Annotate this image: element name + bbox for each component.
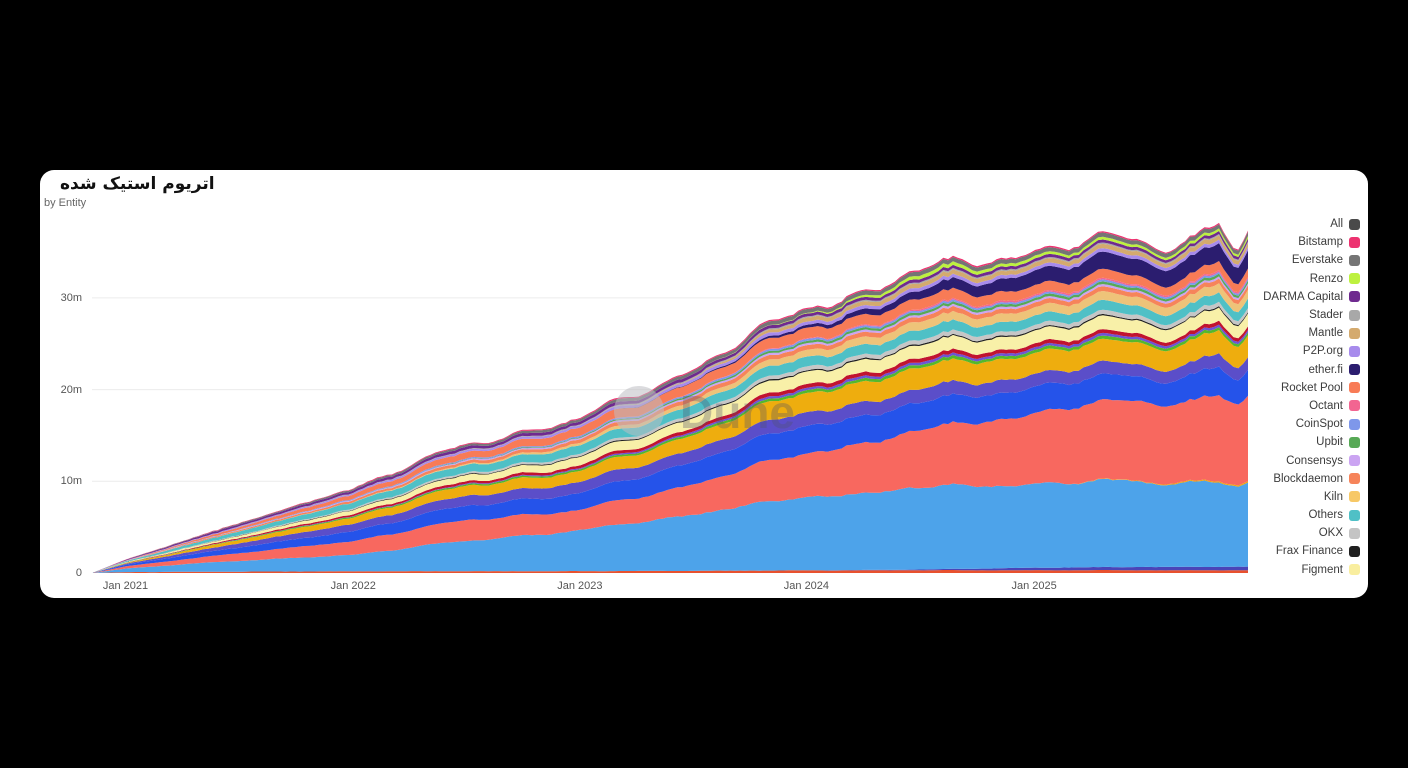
legend-swatch: [1349, 327, 1360, 339]
area-series-unlabeled-royal-blue[interactable]: [92, 366, 1248, 574]
legend-label: Rocket Pool: [1280, 381, 1343, 394]
legend-swatch: [1349, 345, 1360, 357]
chart-title: اتریوم استیک شده: [60, 174, 215, 194]
legend-swatch: [1349, 364, 1360, 376]
y-tick-label: 20m: [60, 383, 82, 396]
y-tick-label: 0: [75, 567, 82, 579]
legend-label: P2P.org: [1302, 345, 1343, 358]
chart-subtitle: by Entity: [44, 197, 87, 209]
legend-item-frax-finance[interactable]: Frax Finance: [1263, 542, 1360, 560]
x-tick-label: Jan 2025: [1011, 580, 1057, 592]
legend-item-others[interactable]: Others: [1263, 506, 1360, 524]
x-tick-label: Jan 2024: [783, 580, 830, 592]
legend-label: Blockdaemon: [1273, 472, 1343, 485]
legend-label: Figment: [1301, 563, 1343, 576]
legend-swatch: [1349, 509, 1360, 521]
legend-item-figment[interactable]: Figment: [1263, 561, 1360, 579]
dune-watermark-text: Dune: [680, 386, 795, 438]
legend-label: Octant: [1309, 399, 1343, 412]
x-tick-label: Jan 2021: [102, 580, 149, 592]
legend-label: DARMA Capital: [1263, 290, 1343, 303]
legend-item-consensys[interactable]: Consensys: [1263, 451, 1360, 469]
legend-label: Renzo: [1309, 272, 1343, 285]
area-series-unlabeled-amber[interactable]: [92, 330, 1248, 573]
y-axis: 0 10m 20m 30m: [40, 0, 88, 598]
legend-label: Upbit: [1316, 436, 1343, 449]
legend-item-darma-capital[interactable]: DARMA Capital: [1263, 288, 1360, 306]
legend-swatch: [1349, 418, 1360, 430]
legend-swatch: [1349, 527, 1360, 539]
y-tick-label: 10m: [60, 475, 82, 488]
legend-swatch: [1349, 473, 1360, 485]
area-series-unlabeled-indigo-line[interactable]: [92, 566, 1248, 573]
area-series-unlabeled-coral[interactable]: [92, 395, 1248, 573]
legend-label: Stader: [1309, 309, 1343, 322]
legend-item-kiln[interactable]: Kiln: [1263, 488, 1360, 506]
legend-swatch: [1349, 291, 1360, 303]
legend-item-everstake[interactable]: Everstake: [1263, 251, 1360, 269]
legend-item-renzo[interactable]: Renzo: [1263, 270, 1360, 288]
legend-label: Kiln: [1323, 490, 1343, 503]
x-tick-label: Jan 2023: [557, 580, 603, 592]
legend-swatch: [1349, 400, 1360, 412]
legend-label: All: [1330, 218, 1343, 231]
legend-label: Everstake: [1291, 254, 1343, 267]
area-series-unlabeled-slate-violet[interactable]: [92, 353, 1248, 573]
legend-label: Bitstamp: [1298, 236, 1343, 249]
legend-swatch: [1349, 273, 1360, 285]
legend-label: Mantle: [1308, 327, 1343, 340]
legend-swatch: [1349, 218, 1360, 230]
legend-item-mantle[interactable]: Mantle: [1263, 324, 1360, 342]
legend-label: OKX: [1318, 527, 1343, 540]
x-tick-label: Jan 2022: [330, 580, 376, 592]
legend-item-okx[interactable]: OKX: [1263, 524, 1360, 542]
legend-swatch: [1349, 309, 1360, 321]
y-tick-label: 30m: [60, 291, 82, 304]
legend-swatch: [1349, 564, 1360, 576]
legend-item-bitstamp[interactable]: Bitstamp: [1263, 233, 1360, 251]
legend-item-stader[interactable]: Stader: [1263, 306, 1360, 324]
area-series-unlabeled-sky-blue[interactable]: [92, 478, 1248, 573]
legend-swatch: [1349, 236, 1360, 248]
legend-item-coinspot[interactable]: CoinSpot: [1263, 415, 1360, 433]
stacked-area-plot[interactable]: Dune: [92, 222, 1248, 574]
legend-swatch: [1349, 545, 1360, 557]
legend-item-all[interactable]: All: [1263, 215, 1360, 233]
legend: All Bitstamp Everstake Renzo DARMA Capital St…: [1263, 215, 1360, 579]
legend-swatch: [1349, 491, 1360, 503]
legend-item-octant[interactable]: Octant: [1263, 397, 1360, 415]
legend-item-rocket-pool[interactable]: Rocket Pool: [1263, 379, 1360, 397]
legend-label: Consensys: [1286, 454, 1343, 467]
legend-item-upbit[interactable]: Upbit: [1263, 433, 1360, 451]
legend-swatch: [1349, 254, 1360, 266]
area-series-unlabeled-red-line[interactable]: [92, 570, 1248, 573]
legend-label: Frax Finance: [1275, 545, 1343, 558]
legend-label: ether.fi: [1308, 363, 1343, 376]
legend-label: CoinSpot: [1295, 418, 1343, 431]
legend-label: Others: [1308, 509, 1343, 522]
legend-swatch: [1349, 436, 1360, 448]
legend-item-ether-fi[interactable]: ether.fi: [1263, 361, 1360, 379]
legend-swatch: [1349, 455, 1360, 467]
dune-watermark-logo: [614, 386, 664, 436]
legend-swatch: [1349, 382, 1360, 394]
legend-item-blockdaemon[interactable]: Blockdaemon: [1263, 470, 1360, 488]
legend-item-p2p-org[interactable]: P2P.org: [1263, 342, 1360, 360]
